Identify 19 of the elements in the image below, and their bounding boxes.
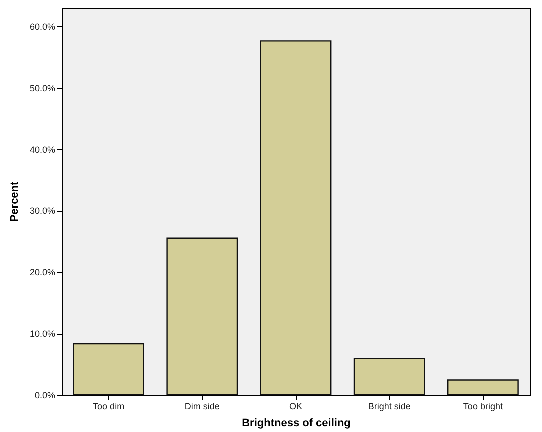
bar — [73, 343, 144, 396]
y-tick-label: 30.0% — [30, 206, 56, 216]
y-tick-label: 20.0% — [30, 268, 56, 278]
y-tick-label: 40.0% — [30, 144, 56, 155]
x-tick-label: Too dim — [93, 402, 125, 412]
x-axis-title: Brightness of ceiling — [242, 418, 351, 430]
x-tick-label: Dim side — [184, 402, 220, 412]
x-tick-label: Too bright — [463, 402, 504, 412]
bar — [354, 358, 426, 396]
y-tick-label: 10.0% — [30, 329, 56, 340]
y-tick-label: 0.0% — [34, 390, 56, 400]
y-tick-label: 50.0% — [30, 83, 56, 94]
bar — [166, 238, 238, 396]
y-tick-label: 60.0% — [30, 22, 56, 32]
x-tick-label: OK — [289, 402, 303, 412]
bar — [260, 40, 332, 396]
bar — [448, 380, 519, 396]
y-axis-title: Percent — [8, 181, 21, 222]
x-tick-label: Bright side — [368, 402, 411, 412]
